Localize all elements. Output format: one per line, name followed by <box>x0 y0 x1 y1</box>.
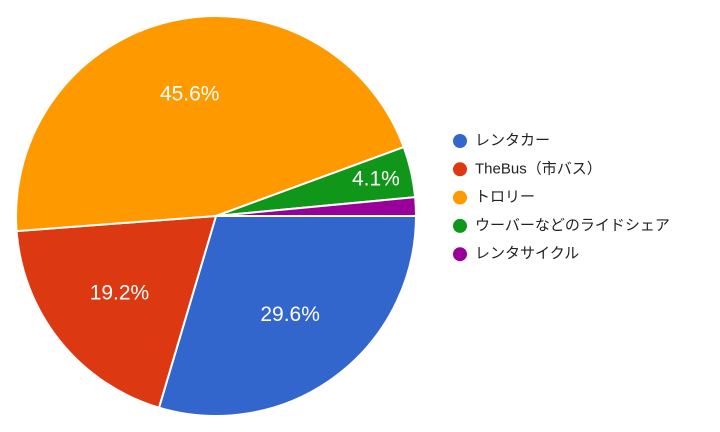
pie-slice <box>15 15 406 233</box>
pie-slice <box>157 215 418 417</box>
legend-label: レンタサイクル <box>475 245 579 262</box>
slice-label: 45.6% <box>160 82 220 105</box>
slice-label: 29.6% <box>260 303 320 326</box>
legend-marker <box>453 247 467 262</box>
slice-label: 19.2% <box>90 281 150 304</box>
legend-label: レンタカー <box>475 132 550 149</box>
pie-slice <box>215 196 418 217</box>
legend-marker <box>453 190 467 205</box>
legend-marker <box>453 134 467 148</box>
legend-marker <box>453 218 467 233</box>
legend-marker <box>453 162 467 177</box>
pie-slice <box>15 214 218 409</box>
legend-label: トロリー <box>475 189 535 206</box>
slice-label: 4.1% <box>352 167 400 190</box>
legend-label: ウーバーなどのライドシェア <box>475 217 670 234</box>
legend-label: TheBus（市バス） <box>475 160 602 177</box>
